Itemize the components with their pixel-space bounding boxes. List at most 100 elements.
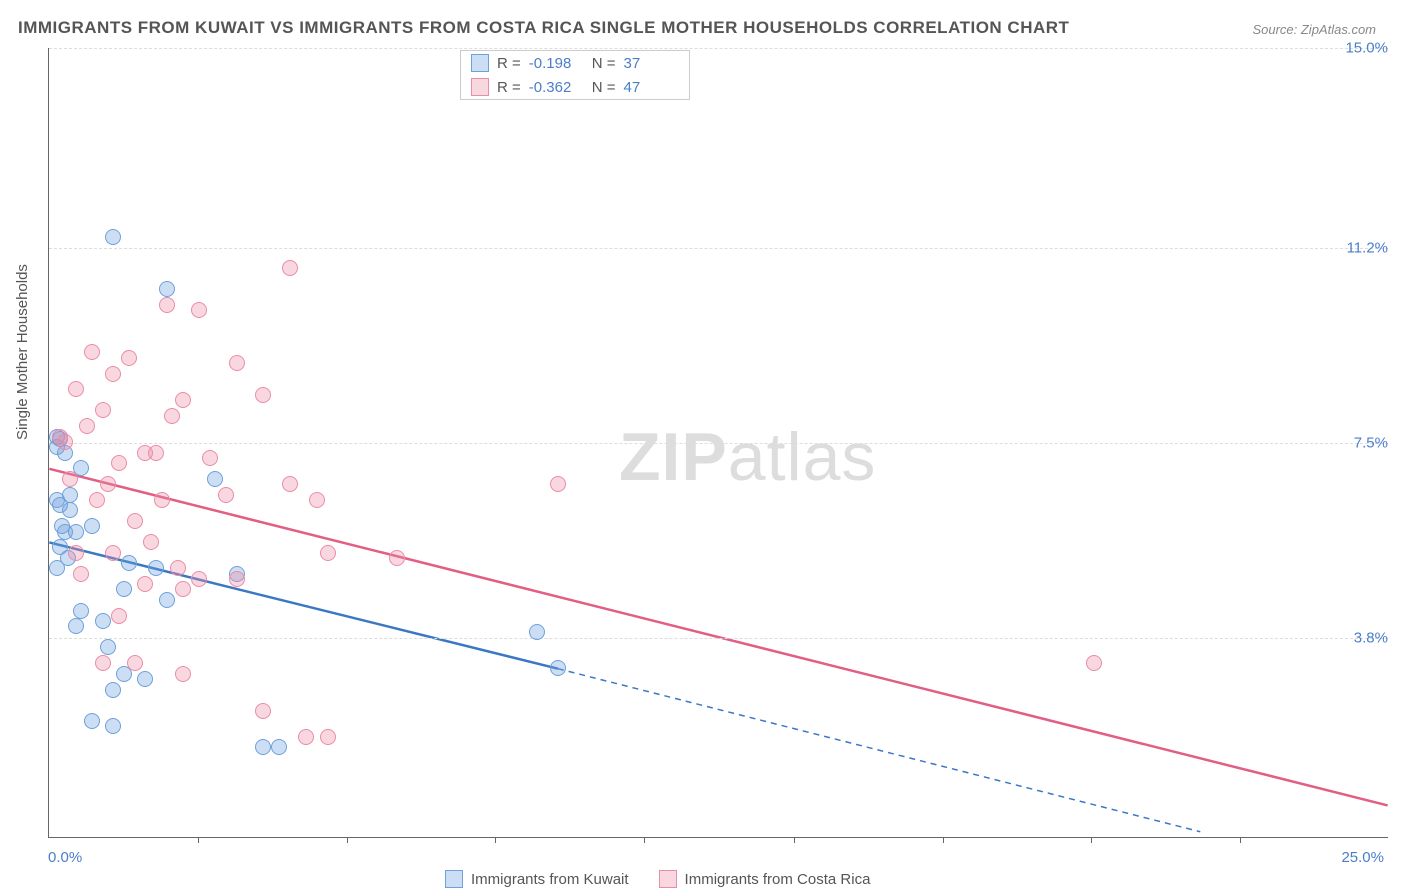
scatter-point [137, 576, 153, 592]
scatter-point [89, 492, 105, 508]
gridline [49, 638, 1388, 639]
scatter-point [84, 518, 100, 534]
scatter-point [550, 476, 566, 492]
scatter-point [164, 408, 180, 424]
legend-item: Immigrants from Kuwait [445, 870, 629, 888]
r-value: -0.198 [529, 55, 584, 72]
y-tick-label: 3.8% [1354, 629, 1388, 646]
scatter-point [68, 618, 84, 634]
scatter-point [191, 571, 207, 587]
scatter-point [255, 703, 271, 719]
scatter-point [320, 545, 336, 561]
scatter-point [175, 392, 191, 408]
scatter-point [79, 418, 95, 434]
scatter-point [550, 660, 566, 676]
scatter-point [282, 476, 298, 492]
r-value: -0.362 [529, 79, 584, 96]
scatter-point [62, 502, 78, 518]
stats-legend: R =-0.198N =37R =-0.362N =47 [460, 50, 690, 100]
n-prefix: N = [592, 79, 616, 96]
scatter-point [191, 302, 207, 318]
scatter-point [229, 571, 245, 587]
scatter-point [100, 476, 116, 492]
scatter-point [255, 739, 271, 755]
n-value: 47 [624, 79, 679, 96]
scatter-point [49, 560, 65, 576]
y-axis-label: Single Mother Households [14, 264, 31, 440]
legend-label: Immigrants from Costa Rica [685, 871, 871, 888]
scatter-point [57, 434, 73, 450]
x-tick [644, 837, 645, 843]
x-tick [347, 837, 348, 843]
x-tick [943, 837, 944, 843]
scatter-point [309, 492, 325, 508]
scatter-point [320, 729, 336, 745]
scatter-point [68, 545, 84, 561]
scatter-point [62, 471, 78, 487]
scatter-point [105, 718, 121, 734]
scatter-point [111, 608, 127, 624]
scatter-point [529, 624, 545, 640]
scatter-point [389, 550, 405, 566]
scatter-point [73, 566, 89, 582]
x-tick [198, 837, 199, 843]
scatter-point [143, 534, 159, 550]
x-tick [1240, 837, 1241, 843]
scatter-point [202, 450, 218, 466]
scatter-point [73, 603, 89, 619]
scatter-point [84, 344, 100, 360]
chart-title: IMMIGRANTS FROM KUWAIT VS IMMIGRANTS FRO… [18, 18, 1069, 38]
n-prefix: N = [592, 55, 616, 72]
scatter-point [105, 545, 121, 561]
scatter-point [170, 560, 186, 576]
scatter-point [127, 513, 143, 529]
scatter-point [148, 560, 164, 576]
scatter-point [159, 592, 175, 608]
scatter-point [95, 402, 111, 418]
scatter-point [62, 487, 78, 503]
scatter-point [105, 366, 121, 382]
scatter-point [175, 581, 191, 597]
scatter-point [84, 713, 100, 729]
gridline [49, 48, 1388, 49]
scatter-point [255, 387, 271, 403]
series-swatch [471, 54, 489, 72]
stats-row: R =-0.362N =47 [461, 75, 689, 99]
legend-swatch [445, 870, 463, 888]
x-origin-label: 0.0% [48, 849, 82, 866]
scatter-point [95, 613, 111, 629]
scatter-point [95, 655, 111, 671]
legend-item: Immigrants from Costa Rica [659, 870, 871, 888]
x-tick [794, 837, 795, 843]
scatter-point [121, 555, 137, 571]
scatter-point [68, 381, 84, 397]
scatter-point [116, 581, 132, 597]
scatter-point [175, 666, 191, 682]
scatter-point [159, 297, 175, 313]
x-tick [1091, 837, 1092, 843]
plot-area: ZIPatlas [48, 48, 1388, 838]
series-swatch [471, 78, 489, 96]
scatter-point [271, 739, 287, 755]
scatter-point [159, 281, 175, 297]
scatter-point [1086, 655, 1102, 671]
scatter-point [127, 655, 143, 671]
y-tick-label: 15.0% [1345, 40, 1388, 57]
scatter-point [298, 729, 314, 745]
gridline [49, 443, 1388, 444]
scatter-point [105, 229, 121, 245]
scatter-point [121, 350, 137, 366]
scatter-point [207, 471, 223, 487]
scatter-point [137, 671, 153, 687]
scatter-point [229, 355, 245, 371]
source-attribution: Source: ZipAtlas.com [1252, 22, 1376, 37]
x-max-label: 25.0% [1341, 849, 1384, 866]
r-prefix: R = [497, 55, 521, 72]
scatter-point [105, 682, 121, 698]
scatter-point [100, 639, 116, 655]
x-tick [495, 837, 496, 843]
y-tick-label: 11.2% [1347, 240, 1388, 257]
stats-row: R =-0.198N =37 [461, 51, 689, 75]
scatter-point [111, 455, 127, 471]
scatter-point [68, 524, 84, 540]
